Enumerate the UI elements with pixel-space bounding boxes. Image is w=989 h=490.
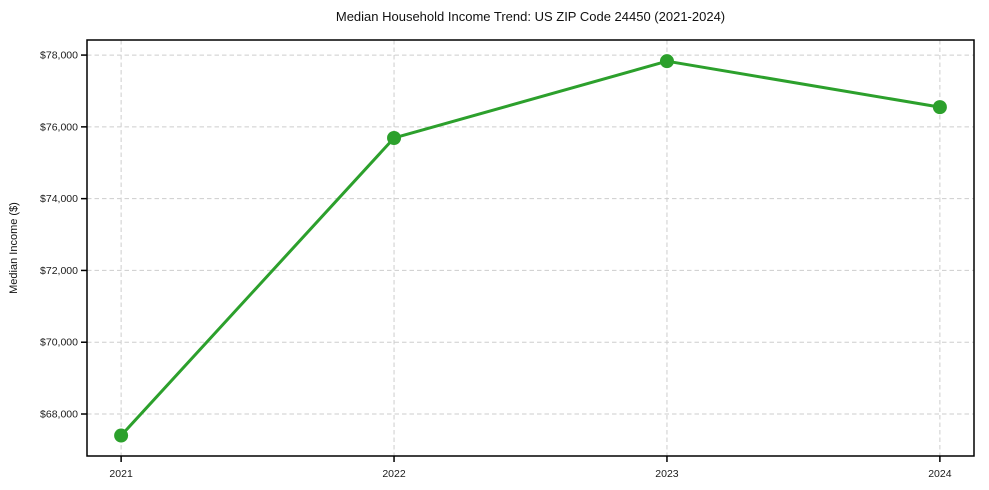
- data-line: [119, 59, 942, 438]
- y-tick-label: $78,000: [40, 50, 78, 62]
- data-point-marker: [659, 54, 674, 69]
- data-point-marker: [387, 130, 402, 145]
- y-tick-label: $68,000: [40, 409, 78, 421]
- x-tick-label: 2023: [655, 468, 679, 480]
- y-tick-label: $70,000: [40, 337, 78, 349]
- x-tick-label: 2021: [109, 468, 133, 480]
- y-tick-label: $76,000: [40, 121, 78, 133]
- y-tick-label: $72,000: [40, 265, 78, 277]
- x-tick-label: 2024: [928, 468, 952, 480]
- data-point-marker: [114, 428, 129, 443]
- y-tick-label: $74,000: [40, 193, 78, 205]
- data-point-marker: [932, 100, 947, 115]
- chart-title: Median Household Income Trend: US ZIP Co…: [335, 9, 726, 24]
- axes-spines: [86, 39, 975, 457]
- x-tick-label: 2022: [382, 468, 406, 480]
